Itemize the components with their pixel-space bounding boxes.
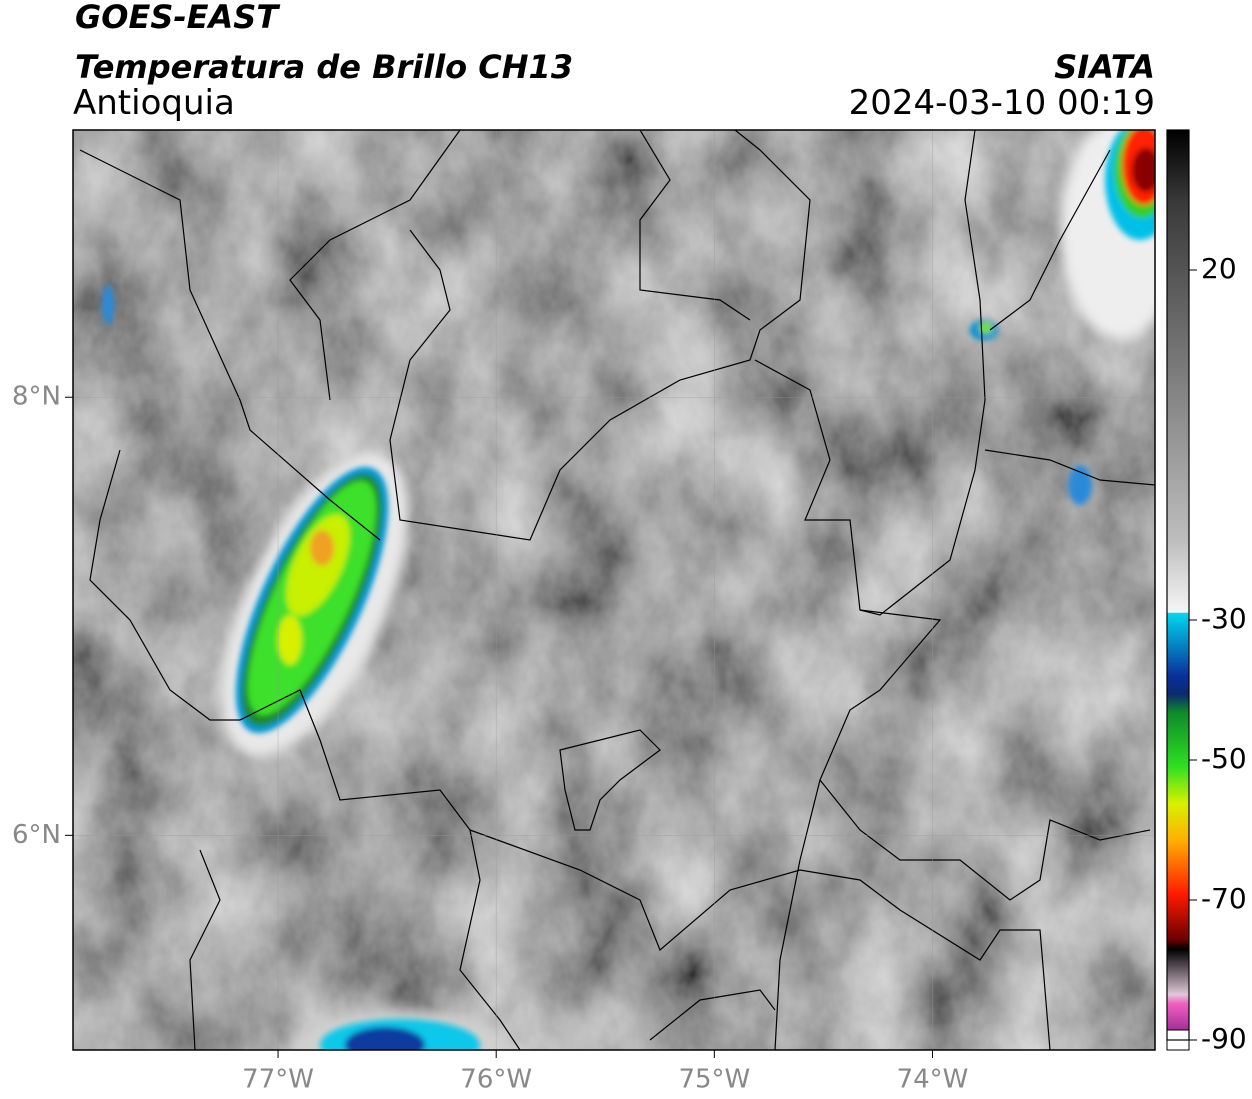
source: SIATA xyxy=(1054,48,1155,86)
x-tick-label: 75°W xyxy=(678,1065,750,1095)
colorbar-tick-label: 20 xyxy=(1201,252,1237,285)
colorbar-tick-label: -90 xyxy=(1201,1022,1247,1055)
subtitle: Temperatura de Brillo CH13 xyxy=(75,48,573,86)
map-frame xyxy=(72,129,1156,1051)
datetime: 2024-03-10 00:19 xyxy=(849,83,1155,123)
graticule xyxy=(73,130,1155,1050)
region: Antioquia xyxy=(73,83,235,123)
title: GOES-EAST xyxy=(75,0,280,36)
colorbar-frame xyxy=(1166,129,1190,1041)
colorbar-tick-label: -70 xyxy=(1201,882,1247,915)
colorbar-tick-label: -50 xyxy=(1201,742,1247,775)
x-tick-label: 74°W xyxy=(897,1065,969,1095)
colorbar-tick-label: -30 xyxy=(1201,602,1247,635)
colorbar xyxy=(1167,130,1189,1040)
x-tick-label: 77°W xyxy=(242,1065,314,1095)
x-tick-label: 76°W xyxy=(460,1065,532,1095)
satellite-image xyxy=(73,130,1155,1050)
y-tick-label: 6°N xyxy=(12,820,61,850)
y-tick-label: 8°N xyxy=(12,382,61,412)
